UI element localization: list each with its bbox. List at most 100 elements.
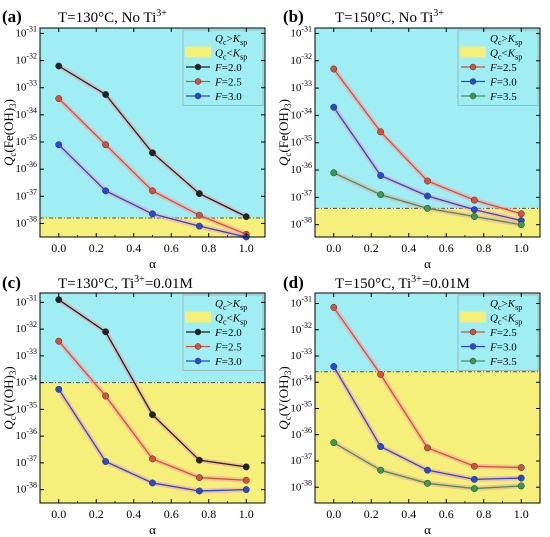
x-tick-label: 1.0 xyxy=(514,507,529,521)
x-axis-label: α xyxy=(424,256,431,271)
data-point xyxy=(195,190,203,198)
data-point xyxy=(102,392,110,400)
y-tick-label: 10-33 xyxy=(15,347,37,362)
data-point xyxy=(517,482,525,490)
y-axis-label: Qc(V(OH)3) xyxy=(1,366,18,429)
x-tick-label: 0.6 xyxy=(439,241,454,255)
data-point xyxy=(102,187,110,195)
y-tick-label: 10-38 xyxy=(290,478,312,493)
y-tick-label: 10-35 xyxy=(15,400,37,415)
data-point xyxy=(149,411,156,419)
panel-title: T=130°C, Ti3+=0.01M xyxy=(58,274,193,292)
data-point xyxy=(377,370,385,378)
y-tick-label: 10-33 xyxy=(15,79,37,94)
data-point xyxy=(517,474,525,482)
data-point xyxy=(102,328,110,336)
data-point xyxy=(424,177,431,185)
data-point xyxy=(330,65,338,73)
data-point xyxy=(470,462,478,470)
x-tick-label: 0.2 xyxy=(364,241,379,255)
x-tick-label: 0.4 xyxy=(126,241,141,255)
legend-frame xyxy=(457,29,539,106)
legend-item-above-label: Qc>Ksp xyxy=(215,33,247,47)
series-F-2_5 xyxy=(330,303,525,472)
legend-item-label: F=2.5 xyxy=(214,342,242,354)
y-axis-label: Qc(V(OH)3) xyxy=(276,366,293,429)
y-tick-label: 10-34 xyxy=(290,373,312,388)
data-point xyxy=(424,204,431,212)
y-tick-label: 10-35 xyxy=(290,400,312,415)
y-tick-label: 10-37 xyxy=(290,452,312,467)
data-point xyxy=(330,439,338,447)
legend-item-above-swatch xyxy=(185,32,211,43)
x-tick-label: 0.0 xyxy=(51,507,66,521)
x-axis-label: α xyxy=(149,256,156,271)
data-point xyxy=(242,476,250,484)
y-tick-label: 10-31 xyxy=(290,295,312,310)
legend-item-below-swatch xyxy=(185,311,211,323)
legend-marker xyxy=(194,92,202,100)
y-tick-label: 10-34 xyxy=(15,106,37,121)
data-point xyxy=(55,62,63,70)
x-tick-label: 0.0 xyxy=(326,241,341,255)
y-tick-label: 10-32 xyxy=(15,52,37,67)
data-point xyxy=(55,141,63,149)
series-F-3_5 xyxy=(330,439,525,493)
data-point xyxy=(517,464,525,472)
y-tick-label: 10-32 xyxy=(290,52,312,67)
series-F-2_5 xyxy=(55,337,250,484)
data-point xyxy=(377,191,385,199)
data-point xyxy=(195,211,203,219)
legend-marker xyxy=(469,92,477,100)
x-tick-label: 0.6 xyxy=(439,507,454,521)
data-point xyxy=(424,466,431,474)
legend-marker xyxy=(194,328,202,336)
legend-item-label: F=3.0 xyxy=(214,91,242,103)
legend-frame xyxy=(182,29,264,106)
y-tick-label: 10-31 xyxy=(15,24,37,39)
legend-item-label: F=2.5 xyxy=(489,327,517,339)
data-point xyxy=(517,221,525,229)
legend-marker xyxy=(194,343,202,350)
data-point xyxy=(470,485,478,493)
series-F-2_0 xyxy=(55,62,250,221)
data-point xyxy=(195,222,203,230)
panel-label: (b) xyxy=(283,7,304,26)
y-tick-label: 10-38 xyxy=(15,214,37,229)
data-point xyxy=(195,474,203,482)
data-point xyxy=(424,192,431,200)
panel-title: T=150°C, Ti3+=0.01M xyxy=(335,274,470,292)
data-point xyxy=(149,455,156,463)
y-tick-label: 10-33 xyxy=(290,347,312,362)
y-tick-label: 10-36 xyxy=(290,426,312,441)
x-tick-label: 1.0 xyxy=(239,507,254,521)
region-above-ksp xyxy=(40,28,265,218)
panel-label: (a) xyxy=(2,7,22,26)
y-tick-label: 10-38 xyxy=(15,481,37,496)
data-point xyxy=(55,337,63,345)
data-point xyxy=(242,486,250,494)
legend-item-label: F=2.0 xyxy=(214,62,242,74)
legend-item-above-label: Qc>Ksp xyxy=(490,298,522,312)
y-tick-label: 10-33 xyxy=(290,79,312,94)
legend-item-below-label: Qc<Ksp xyxy=(490,48,522,62)
x-tick-label: 0.0 xyxy=(51,241,66,255)
x-axis-label: α xyxy=(424,522,431,537)
legend-frame xyxy=(182,294,264,371)
data-point xyxy=(377,443,385,451)
data-point xyxy=(470,196,478,204)
panel-title: T=130°C, No Ti3+ xyxy=(58,8,167,26)
legend-marker xyxy=(194,63,202,71)
data-point xyxy=(330,169,338,177)
series-F-3_0 xyxy=(330,363,525,483)
data-point xyxy=(149,187,156,195)
y-tick-label: 10-38 xyxy=(290,216,312,231)
series-F-2_5 xyxy=(330,65,525,218)
data-point xyxy=(470,213,478,220)
legend-item-label: F=3.0 xyxy=(489,77,517,89)
y-tick-label: 10-35 xyxy=(15,133,37,148)
